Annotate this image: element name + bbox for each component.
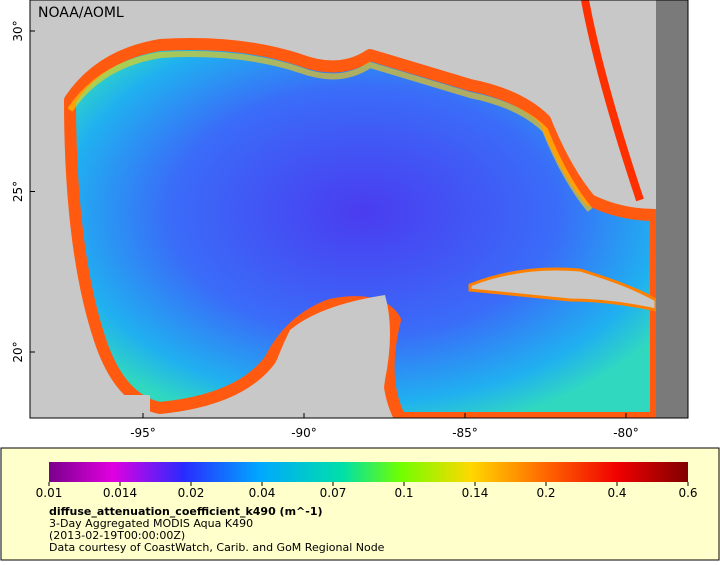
colorbar-label: 0.14	[462, 486, 489, 500]
lon-label: -95°	[130, 426, 156, 440]
legend-title: diffuse_attenuation_coefficient_k490 (m^…	[49, 505, 323, 518]
yucatan	[260, 295, 390, 418]
legend-line: 3-Day Aggregated MODIS Aqua K490	[49, 517, 253, 530]
colorbar-label: 0.6	[678, 486, 697, 500]
colorbar-label: 0.07	[320, 486, 347, 500]
florida-coast	[581, 0, 644, 202]
map-area	[30, 0, 688, 418]
colorbar-label: 0.014	[103, 486, 137, 500]
lat-label: 30°	[11, 20, 25, 41]
colorbar-label: 0.04	[249, 486, 276, 500]
lat-label: 20°	[11, 341, 25, 362]
no-data-strip	[656, 0, 688, 418]
lat-label: 25°	[11, 181, 25, 202]
colorbar-label: 0.02	[178, 486, 205, 500]
legend-line: (2013-02-19T00:00:00Z)	[49, 529, 185, 542]
lon-label: -80°	[613, 426, 639, 440]
lon-label: -90°	[291, 426, 317, 440]
credit: NOAA/AOML	[38, 5, 124, 21]
coastal-band	[67, 51, 593, 212]
colorbar-label: 0.4	[607, 486, 626, 500]
legend-line: Data courtesy of CoastWatch, Carib. and …	[49, 541, 385, 554]
mexico-south	[30, 395, 150, 418]
colorbar-label: 0.2	[536, 486, 555, 500]
map-frame	[29, 0, 689, 419]
colorbar-label: 0.01	[36, 486, 63, 500]
gulf-water	[64, 38, 662, 418]
colorbar-label: 0.1	[394, 486, 413, 500]
colorbar	[49, 462, 688, 482]
lon-label: -85°	[452, 426, 478, 440]
